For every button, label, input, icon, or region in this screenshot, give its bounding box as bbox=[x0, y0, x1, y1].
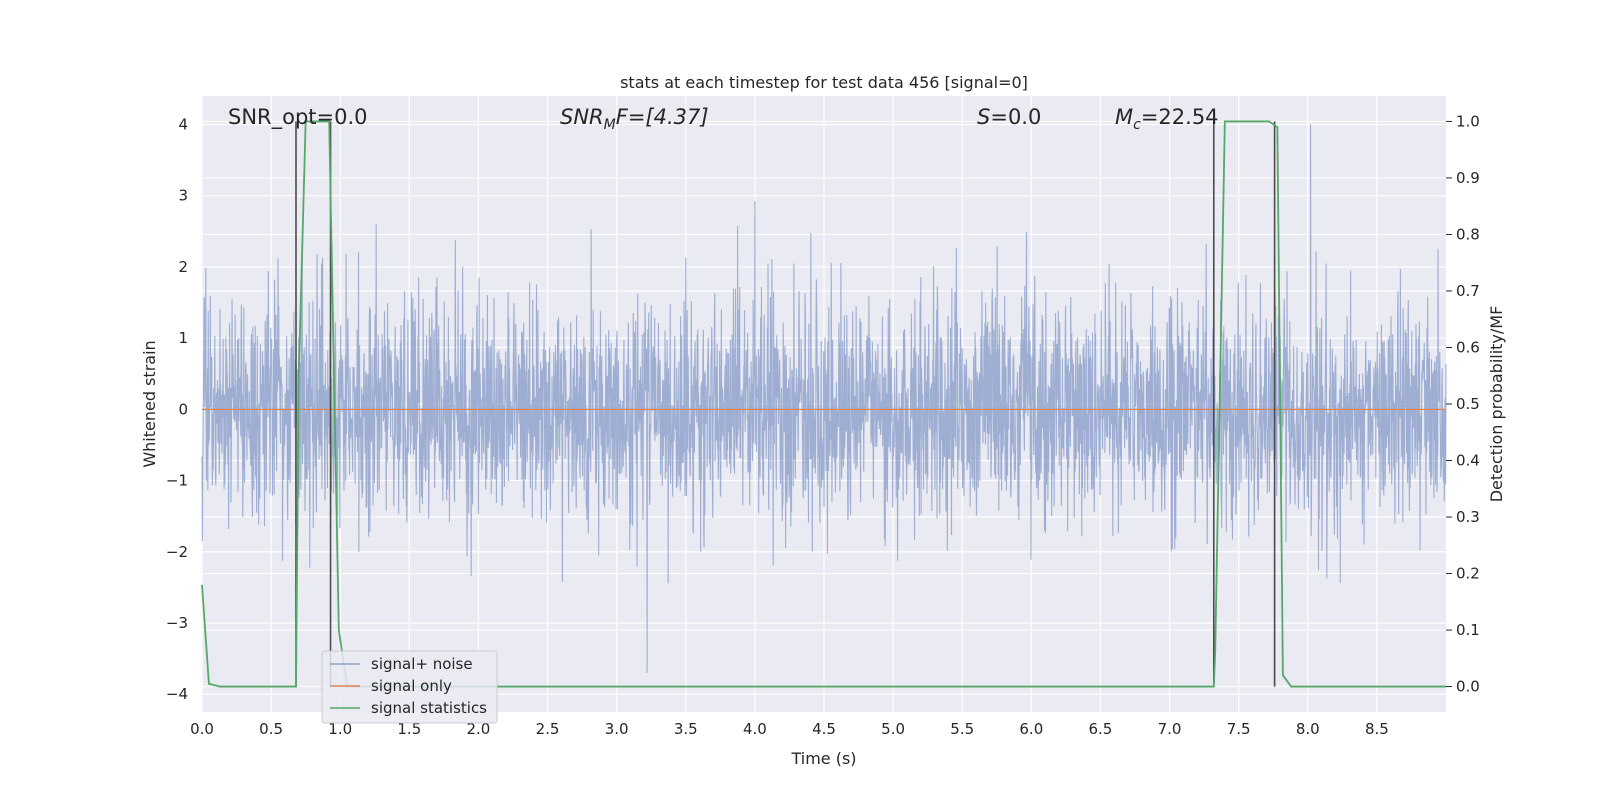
x-tick-label: 4.0 bbox=[743, 720, 767, 738]
y-left-tick-label: −1 bbox=[166, 472, 188, 490]
y-left-tick-label: −4 bbox=[166, 685, 188, 703]
x-tick-label: 4.5 bbox=[812, 720, 836, 738]
y-right-tick-label: 0.4 bbox=[1456, 452, 1480, 470]
annotation-mc-value: =22.54 bbox=[1141, 105, 1219, 129]
x-tick-label: 2.0 bbox=[467, 720, 491, 738]
x-tick-label: 3.5 bbox=[674, 720, 698, 738]
y-left-tick-label: −3 bbox=[166, 614, 188, 632]
legend-label-signal-noise: signal+ noise bbox=[371, 655, 473, 673]
y-right-tick-label: 0.8 bbox=[1456, 225, 1480, 243]
y-right-tick-label: 0.0 bbox=[1456, 678, 1480, 696]
x-tick-label: 2.5 bbox=[536, 720, 560, 738]
legend-label-signal-statistics: signal statistics bbox=[371, 699, 487, 717]
legend: signal+ noise signal only signal statist… bbox=[321, 650, 498, 724]
annotation-snr-mf-subscript: M bbox=[604, 117, 616, 133]
x-tick-label: 8.0 bbox=[1296, 720, 1320, 738]
x-tick-label: 0.5 bbox=[259, 720, 283, 738]
y-left-tick-label: 1 bbox=[178, 329, 188, 347]
y-right-tick-labels: 1.0 0.9 0.8 0.7 0.6 0.5 0.4 0.3 0.2 0.1 0.0 bbox=[1446, 112, 1480, 696]
x-tick-labels: 0.0 0.5 1.0 1.5 2.0 2.5 3.0 3.5 4.0 4.5 5.0 5.5 6.0 6… bbox=[190, 720, 1389, 738]
y-left-axis-title: Whitened strain bbox=[140, 340, 159, 467]
legend-box bbox=[321, 650, 498, 724]
x-tick-label: 6.5 bbox=[1089, 720, 1113, 738]
annotation-s-value: =0.0 bbox=[990, 105, 1041, 129]
y-right-axis-title: Detection probability/MF bbox=[1487, 306, 1506, 503]
x-tick-label: 1.5 bbox=[397, 720, 421, 738]
annotation-snr-mf-value: F=[4.37] bbox=[616, 105, 709, 129]
annotation-mc-symbol: M bbox=[1115, 105, 1133, 129]
y-left-tick-label: 2 bbox=[178, 258, 188, 276]
y-right-tick-label: 0.6 bbox=[1456, 338, 1480, 356]
x-tick-label: 0.0 bbox=[190, 720, 214, 738]
annotation-snr-opt: SNR_opt=0.0 bbox=[228, 105, 368, 130]
annotation-snr-mf-symbol: SNR bbox=[560, 105, 604, 129]
x-tick-label: 1.0 bbox=[328, 720, 352, 738]
x-tick-label: 7.5 bbox=[1227, 720, 1251, 738]
y-right-tick-label: 0.7 bbox=[1456, 282, 1480, 300]
y-left-tick-label: −2 bbox=[166, 543, 188, 561]
y-right-tick-label: 0.5 bbox=[1456, 395, 1480, 413]
annotation-snr-mf: SNRMF=[4.37] bbox=[560, 105, 709, 133]
y-left-tick-label: 4 bbox=[178, 115, 188, 133]
signal-noise-line bbox=[201, 124, 1447, 673]
annotation-s-symbol: S bbox=[977, 105, 990, 129]
y-right-tick-label: 0.1 bbox=[1456, 621, 1480, 639]
chart-title: stats at each timestep for test data 456… bbox=[620, 73, 1028, 92]
x-tick-label: 5.0 bbox=[881, 720, 905, 738]
y-right-tick-label: 0.2 bbox=[1456, 565, 1480, 583]
signal-noise-series bbox=[201, 124, 1447, 673]
x-axis-title: Time (s) bbox=[790, 749, 856, 768]
y-right-tick-label: 1.0 bbox=[1456, 112, 1480, 130]
x-tick-label: 8.5 bbox=[1365, 720, 1389, 738]
y-right-tick-label: 0.3 bbox=[1456, 508, 1480, 526]
annotation-mc-subscript: c bbox=[1133, 117, 1141, 133]
y-left-tick-label: 0 bbox=[178, 400, 188, 418]
y-left-tick-labels: 4 3 2 1 0 −1 −2 −3 −4 bbox=[166, 115, 188, 703]
annotation-mc: Mc=22.54 bbox=[1115, 105, 1219, 133]
annotation-s: S=0.0 bbox=[977, 105, 1041, 129]
y-left-tick-label: 3 bbox=[178, 187, 188, 205]
x-tick-label: 3.0 bbox=[605, 720, 629, 738]
y-right-tick-label: 0.9 bbox=[1456, 169, 1480, 187]
legend-label-signal-only: signal only bbox=[371, 677, 452, 695]
x-tick-label: 7.0 bbox=[1158, 720, 1182, 738]
x-tick-label: 6.0 bbox=[1019, 720, 1043, 738]
x-tick-label: 5.5 bbox=[950, 720, 974, 738]
